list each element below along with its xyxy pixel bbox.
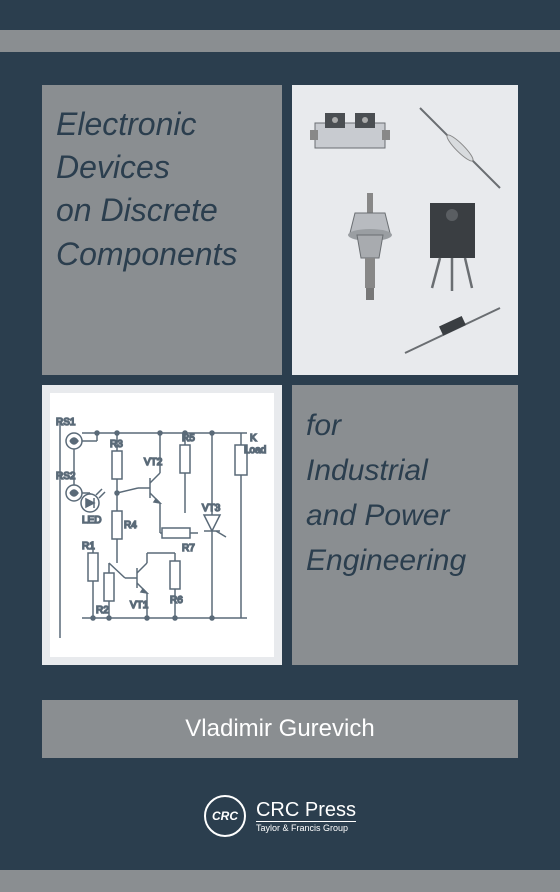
subtitle-line-4: Engineering — [306, 538, 504, 583]
subtitle-line-3: and Power — [306, 493, 504, 538]
title-line-2: Devices — [56, 146, 268, 189]
publisher-block: CRC CRC Press Taylor & Francis Group — [0, 795, 560, 837]
publisher-tagline: Taylor & Francis Group — [256, 821, 356, 833]
svg-text:RS1: RS1 — [56, 417, 76, 428]
subtitle-panel: for Industrial and Power Engineering — [292, 385, 518, 665]
components-illustration — [300, 93, 510, 367]
title-line-4: Components — [56, 233, 268, 276]
svg-text:VT1: VT1 — [130, 600, 149, 611]
top-stripe — [0, 30, 560, 52]
author-bar: Vladimir Gurevich — [42, 700, 518, 758]
svg-text:R6: R6 — [170, 595, 183, 606]
title-line-1: Electronic — [56, 103, 268, 146]
svg-text:LED: LED — [82, 515, 101, 526]
crc-logo-icon: CRC — [204, 795, 246, 837]
svg-text:K: K — [250, 433, 257, 444]
circuit-diagram: RS1 RS2 LED — [50, 393, 274, 657]
svg-text:R7: R7 — [182, 543, 195, 554]
cover-grid: Electronic Devices on Discrete Component… — [42, 85, 518, 665]
bottom-stripe — [0, 870, 560, 892]
svg-text:VT3: VT3 — [202, 503, 221, 514]
svg-text:Load: Load — [244, 445, 266, 456]
svg-text:R4: R4 — [124, 520, 137, 531]
publisher-name: CRC Press — [256, 800, 356, 820]
svg-text:RS2: RS2 — [56, 471, 76, 482]
subtitle-line-1: for — [306, 403, 504, 448]
circuit-panel: RS1 RS2 LED — [42, 385, 282, 665]
author-name: Vladimir Gurevich — [185, 715, 374, 743]
subtitle-line-2: Industrial — [306, 448, 504, 493]
publisher-text: CRC Press Taylor & Francis Group — [256, 800, 356, 833]
title-panel: Electronic Devices on Discrete Component… — [42, 85, 282, 375]
title-line-3: on Discrete — [56, 189, 268, 232]
crc-badge-text: CRC — [212, 809, 238, 823]
svg-text:R2: R2 — [96, 605, 109, 616]
components-panel — [292, 85, 518, 375]
